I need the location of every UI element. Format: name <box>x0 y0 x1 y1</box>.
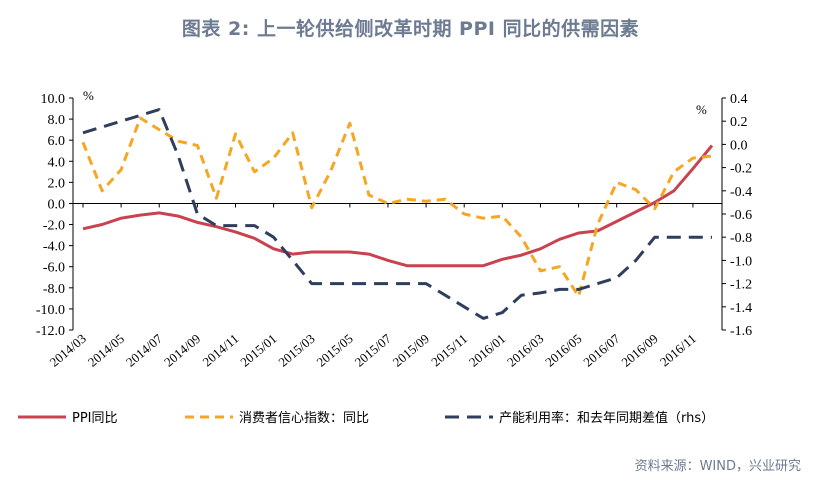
legend: PPI同比 消费者信心指数：同比 产能利用率：和去年同期差值（rhs） <box>18 410 714 426</box>
left-tick-label: 4.0 <box>48 155 66 170</box>
left-tick-label: -8.0 <box>43 282 65 297</box>
right-tick-label: -0.8 <box>730 231 752 246</box>
series-line-3 <box>82 108 712 320</box>
right-tick-label: -1.2 <box>730 278 752 293</box>
left-tick-label: -12.0 <box>36 324 65 339</box>
right-tick-label: -0.4 <box>730 185 752 200</box>
series-line-1 <box>82 144 714 268</box>
right-tick-label: 0.0 <box>730 138 748 153</box>
left-tick-label: 10.0 <box>41 92 66 107</box>
left-tick-label: -10.0 <box>36 303 65 318</box>
right-tick-label: -0.6 <box>730 208 752 223</box>
right-tick-label: -1.0 <box>730 254 752 269</box>
x-tick-label: 2015/07 <box>352 330 395 369</box>
legend-label-2: 消费者信心指数：同比 <box>239 411 369 426</box>
axes: 10.0 8.0 6.0 4.0 2.0 0.0 -2.0 -4.0 -6.0 -8.0 -10.0… <box>36 88 752 370</box>
x-tick-label: 2014/05 <box>85 331 127 370</box>
right-tick-label: -1.6 <box>730 324 752 339</box>
left-tick-label: 0.0 <box>48 197 66 212</box>
left-tick-label: 2.0 <box>48 176 66 191</box>
x-tick-label: 2016/07 <box>580 330 623 369</box>
x-tick-label: 2016/03 <box>504 331 546 370</box>
x-tick-label: 2015/09 <box>390 331 432 370</box>
right-tick-label: -1.4 <box>730 301 752 316</box>
right-tick-label: -0.2 <box>730 162 752 177</box>
legend-label-1: PPI同比 <box>72 411 118 426</box>
right-tick-label: 0.4 <box>730 92 748 107</box>
figure-title: 图表 2: 上一轮供给侧改革时期 PPI 同比的供需因素 <box>181 18 640 40</box>
x-tick-label: 2015/01 <box>237 331 279 370</box>
left-tick-label: 8.0 <box>48 113 66 128</box>
source-note: 资料来源：WIND，兴业研究 <box>634 459 801 474</box>
left-unit-label: % <box>83 88 94 103</box>
left-tick-label: -6.0 <box>43 261 65 276</box>
series-line-2 <box>81 116 713 298</box>
x-tick-label: 2014/11 <box>199 331 241 370</box>
x-tick-label: 2014/09 <box>161 331 203 370</box>
right-unit-label: % <box>696 102 707 117</box>
x-tick-label: 2016/01 <box>466 331 508 370</box>
x-tick-label: 2014/07 <box>123 330 166 369</box>
x-tick-label: 2016/05 <box>542 331 584 370</box>
legend-label-3: 产能利用率：和去年同期差值（rhs） <box>499 410 714 426</box>
x-tick-label: 2016/11 <box>657 331 699 370</box>
right-tick-label: 0.2 <box>730 115 748 130</box>
left-tick-label: -4.0 <box>43 240 65 255</box>
series-lines <box>81 108 714 320</box>
x-tick-label: 2015/11 <box>428 331 470 370</box>
x-tick-label: 2015/05 <box>313 331 355 370</box>
x-tick-label: 2016/09 <box>618 331 660 370</box>
x-tick-label: 2015/03 <box>275 331 317 370</box>
left-tick-label: -2.0 <box>43 219 65 234</box>
left-tick-label: 6.0 <box>48 134 66 149</box>
